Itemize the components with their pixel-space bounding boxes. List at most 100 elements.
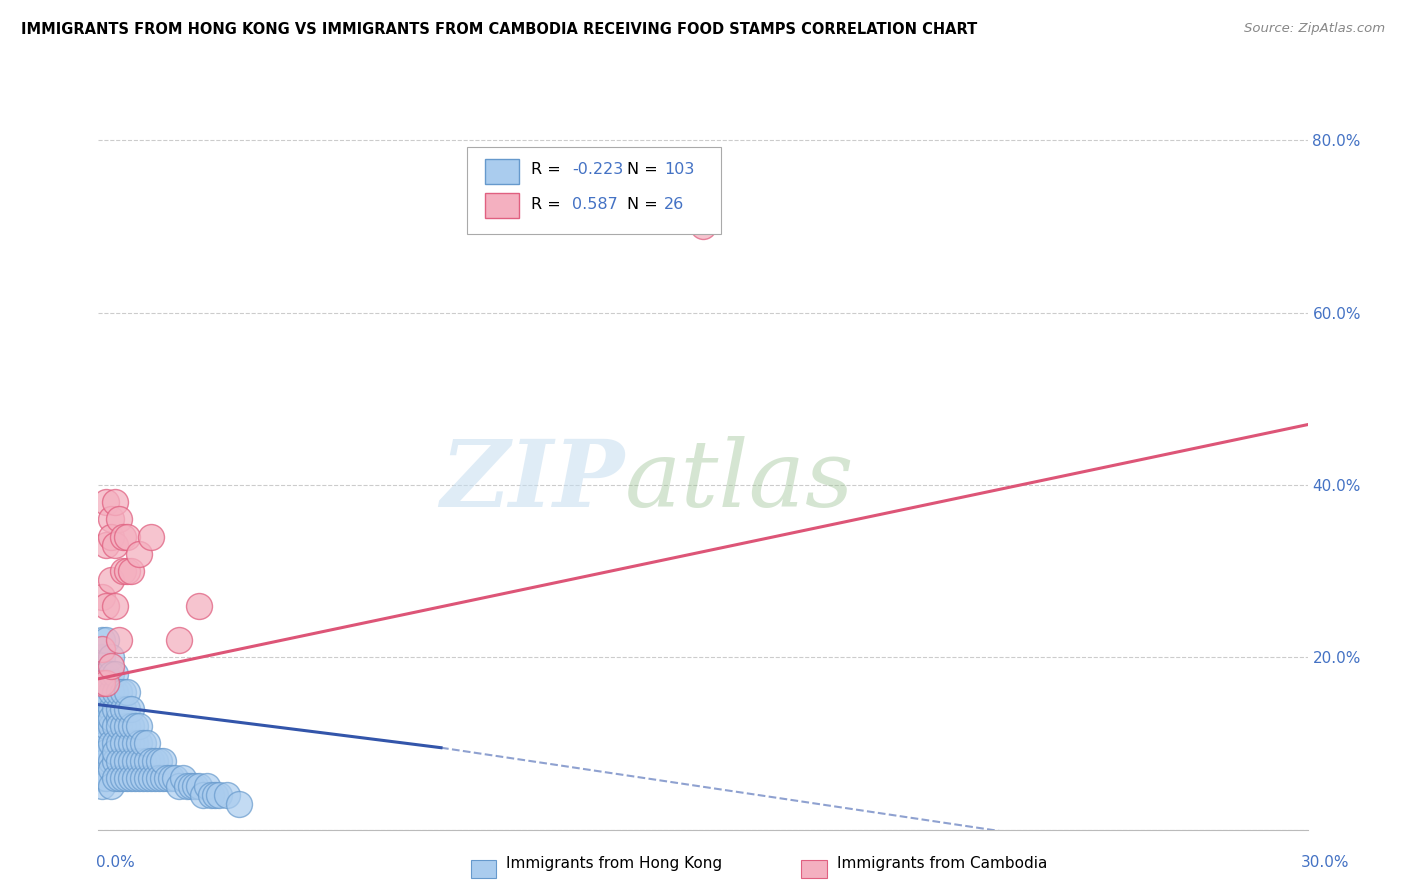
Point <box>103 702 125 716</box>
Point <box>160 771 183 785</box>
Point <box>115 736 138 750</box>
Point <box>100 658 122 673</box>
Point <box>115 530 138 544</box>
Point <box>100 780 122 794</box>
Point <box>107 710 129 724</box>
Point <box>96 710 118 724</box>
Point <box>103 754 125 768</box>
Point <box>124 771 146 785</box>
Point <box>120 564 142 578</box>
Point <box>128 719 150 733</box>
Point <box>148 754 170 768</box>
Point <box>100 702 122 716</box>
Point <box>96 599 118 613</box>
Point <box>111 736 134 750</box>
Point <box>91 754 114 768</box>
Point <box>132 736 155 750</box>
Text: 103: 103 <box>664 162 695 178</box>
Text: 26: 26 <box>664 197 685 212</box>
Point <box>172 771 194 785</box>
Text: ZIP: ZIP <box>440 436 624 525</box>
FancyBboxPatch shape <box>485 194 519 219</box>
Point <box>163 771 186 785</box>
Point <box>96 754 118 768</box>
Point <box>103 667 125 681</box>
Point <box>96 667 118 681</box>
Point <box>107 771 129 785</box>
Point <box>91 771 114 785</box>
Point <box>156 771 179 785</box>
Point <box>188 780 211 794</box>
Point <box>96 693 118 707</box>
Point <box>128 771 150 785</box>
Point <box>100 736 122 750</box>
Point <box>100 573 122 587</box>
Text: atlas: atlas <box>624 436 853 525</box>
Point <box>120 702 142 716</box>
Point <box>128 736 150 750</box>
FancyBboxPatch shape <box>467 147 721 235</box>
Text: 0.0%: 0.0% <box>96 855 135 870</box>
Point <box>107 754 129 768</box>
Point <box>107 736 129 750</box>
Text: N =: N = <box>627 162 662 178</box>
Point <box>188 599 211 613</box>
Point <box>91 633 114 648</box>
Text: R =: R = <box>531 197 567 212</box>
Point <box>96 633 118 648</box>
Point <box>111 719 134 733</box>
Point <box>91 590 114 604</box>
Point <box>91 684 114 698</box>
Text: IMMIGRANTS FROM HONG KONG VS IMMIGRANTS FROM CAMBODIA RECEIVING FOOD STAMPS CORR: IMMIGRANTS FROM HONG KONG VS IMMIGRANTS … <box>21 22 977 37</box>
Point <box>96 771 118 785</box>
Point <box>124 719 146 733</box>
Point <box>100 710 122 724</box>
Point <box>167 633 190 648</box>
Point <box>96 495 118 509</box>
Point <box>139 754 162 768</box>
Point <box>115 771 138 785</box>
Point <box>195 780 218 794</box>
Point <box>91 719 114 733</box>
Text: Source: ZipAtlas.com: Source: ZipAtlas.com <box>1244 22 1385 36</box>
Point <box>103 495 125 509</box>
Point <box>100 512 122 526</box>
Point <box>103 745 125 759</box>
Point <box>91 702 114 716</box>
Point <box>143 754 166 768</box>
Point <box>120 771 142 785</box>
Point <box>87 702 110 716</box>
Point <box>200 788 222 802</box>
Point <box>124 754 146 768</box>
Point <box>139 530 162 544</box>
Point <box>100 762 122 776</box>
Point <box>152 754 174 768</box>
Point <box>107 702 129 716</box>
Point <box>228 797 250 811</box>
Point <box>96 676 118 690</box>
Point <box>180 780 202 794</box>
Point <box>111 754 134 768</box>
Point <box>111 564 134 578</box>
Text: Immigrants from Cambodia: Immigrants from Cambodia <box>837 856 1047 871</box>
Point <box>103 719 125 733</box>
Point <box>91 641 114 656</box>
Point <box>100 684 122 698</box>
Text: N =: N = <box>627 197 662 212</box>
Point <box>103 736 125 750</box>
Point <box>132 771 155 785</box>
Point <box>91 676 114 690</box>
Point <box>107 719 129 733</box>
Point <box>135 754 157 768</box>
Point <box>91 650 114 665</box>
Point <box>115 564 138 578</box>
Point <box>120 736 142 750</box>
Point <box>132 754 155 768</box>
Point <box>91 736 114 750</box>
Point <box>103 599 125 613</box>
Point <box>107 684 129 698</box>
Point <box>124 736 146 750</box>
Point <box>96 676 118 690</box>
Point <box>103 684 125 698</box>
Point <box>135 771 157 785</box>
